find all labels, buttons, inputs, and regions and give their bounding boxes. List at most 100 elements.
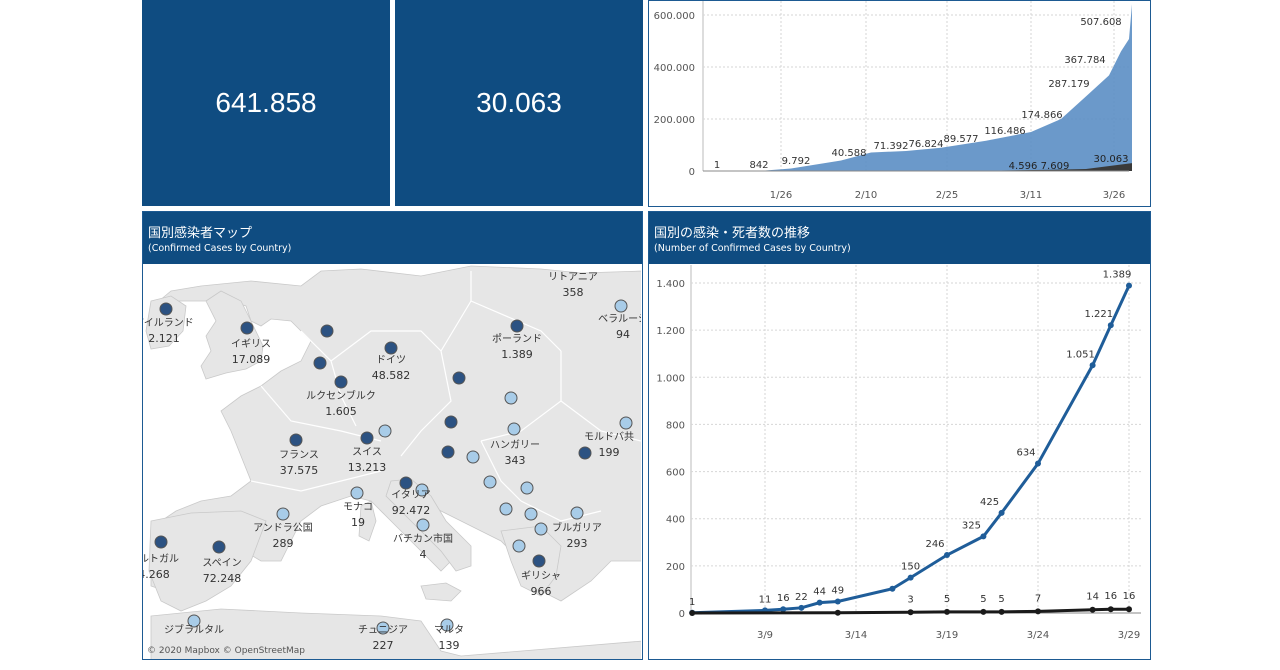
data-label: 22: [795, 592, 808, 603]
country-name-label: スペイン: [202, 558, 241, 569]
country-marker: [578, 446, 592, 460]
y-tick-label: 400: [666, 515, 685, 526]
data-label: 1.051: [1066, 349, 1095, 360]
confirmed-total-tile: 641.858: [142, 0, 390, 206]
europe-map[interactable]: アイルランド 2.121 イギリス 17.089 ドイツ 48.582 ポーランド 1.389…: [143, 265, 641, 659]
country-marker: [376, 621, 390, 635]
confirmed-data-label: 71.392: [874, 141, 909, 152]
series-line: [692, 607, 1129, 615]
country-marker: [512, 539, 526, 553]
data-label: 16: [1104, 591, 1117, 602]
series-point: [1126, 606, 1132, 613]
land-region: [145, 295, 187, 350]
data-label: 16: [777, 593, 790, 604]
data-label: 14: [1086, 592, 1099, 603]
country-value-label: 343: [505, 454, 526, 467]
data-label: 5: [980, 594, 986, 605]
country-marker: [276, 507, 290, 521]
country-name-label: モナコ: [343, 501, 373, 513]
confirmed-data-label: 174.866: [1021, 110, 1062, 121]
series-point: [944, 552, 950, 559]
country-marker: [212, 540, 226, 554]
deaths-data-label: 7.609: [1041, 161, 1070, 172]
series-point: [998, 608, 1005, 615]
country-marker: [483, 475, 497, 489]
country-marker: [350, 486, 364, 500]
confirmed-data-label: 76.824: [909, 139, 944, 150]
trend-line-chart[interactable]: 0 200 400 600 800 1.000 1.200 1.400 3/9 3/14 3/19 3…: [649, 265, 1149, 659]
country-value-label: 1.389: [501, 348, 533, 361]
data-label: 634: [1016, 448, 1035, 459]
x-tick-label: 3/19: [936, 630, 958, 641]
data-label: 425: [980, 497, 999, 508]
trend-panel-header: 国別の感染・死者数の推移 (Number of Confirmed Cases …: [649, 212, 1150, 264]
country-name-label: モルドバ共: [584, 431, 634, 443]
land-region: [420, 582, 462, 602]
y-tick-label: 0: [679, 609, 685, 620]
series-point: [780, 606, 787, 613]
country-name-label: ベラルーシ: [598, 313, 641, 325]
country-name-label: アイルランド: [143, 317, 194, 329]
series-point: [834, 598, 841, 605]
y-tick-label: 800: [666, 420, 685, 431]
country-name-label: ブルガリア: [552, 521, 602, 534]
country-name-label: リトアニア: [548, 272, 598, 283]
country-value-label: 966: [531, 585, 552, 598]
deaths-area: [703, 163, 1132, 171]
trend-panel-title: 国別の感染・死者数の推移: [654, 226, 811, 241]
country-value-label: 17.089: [232, 353, 271, 366]
x-tick-label: 3/24: [1027, 630, 1049, 641]
country-marker: [614, 299, 628, 313]
y-tick-label: 600: [666, 468, 685, 479]
y-tick-label: 1.000: [656, 373, 685, 384]
y-tick-label: 600.000: [654, 11, 695, 22]
country-marker: [534, 522, 548, 536]
country-marker: [384, 341, 398, 355]
series-point: [980, 533, 987, 540]
land-region: [358, 500, 377, 542]
map-panel-subtitle: (Confirmed Cases by Country): [148, 243, 292, 254]
country-name-label: ルクセンブルク: [306, 389, 376, 402]
data-label: 3: [907, 594, 913, 605]
country-border: [330, 330, 442, 362]
data-label: 16: [1123, 591, 1136, 602]
x-tick-label: 3/29: [1118, 630, 1140, 641]
y-tick-label: 200.000: [654, 115, 695, 126]
country-name-label: イタリア: [391, 489, 431, 501]
cumulative-chart-panel: 0 200.000 400.000 600.000 1/26 2/10 2/25 3/11 3/…: [648, 0, 1151, 207]
trend-panel: 国別の感染・死者数の推移 (Number of Confirmed Cases …: [648, 211, 1151, 660]
deaths-total-value: 30.063: [476, 87, 562, 118]
country-name-label: ハンガリー: [490, 439, 540, 451]
country-marker: [570, 506, 584, 520]
country-value-label: 13.213: [348, 461, 387, 474]
country-marker: [416, 518, 430, 532]
data-label: 11: [759, 594, 772, 605]
cumulative-area-chart[interactable]: 0 200.000 400.000 600.000 1/26 2/10 2/25 3/11 3/…: [649, 1, 1149, 206]
country-marker: [452, 371, 466, 385]
y-tick-label: 400.000: [654, 63, 695, 74]
land-region: [148, 510, 267, 612]
country-value-label: 293: [567, 537, 588, 550]
confirmed-data-label: 89.577: [944, 134, 979, 145]
country-marker: [440, 618, 454, 632]
country-value-label: 358: [563, 286, 584, 299]
country-value-label: 227: [373, 639, 394, 652]
data-label: 325: [962, 520, 981, 531]
deaths-data-label: 4.596: [1009, 161, 1038, 172]
country-border: [520, 500, 602, 522]
map-panel: 国別感染者マップ (Confirmed Cases by Country) アイ…: [142, 211, 643, 660]
country-value-label: 2.121: [148, 332, 180, 345]
country-marker: [378, 424, 392, 438]
country-value-label: 48.582: [372, 369, 411, 382]
country-marker: [510, 319, 524, 333]
confirmed-total-value: 641.858: [215, 87, 317, 118]
x-tick-label: 3/14: [845, 630, 867, 641]
series-point: [1089, 362, 1096, 369]
confirmed-data-label: 287.179: [1048, 79, 1089, 90]
x-tick-label: 3/9: [757, 630, 773, 641]
data-label: 246: [925, 539, 944, 550]
series-point: [1035, 608, 1041, 615]
country-marker: [187, 614, 201, 628]
x-tick-label: 3/11: [1020, 190, 1042, 201]
data-label: 150: [901, 562, 920, 573]
